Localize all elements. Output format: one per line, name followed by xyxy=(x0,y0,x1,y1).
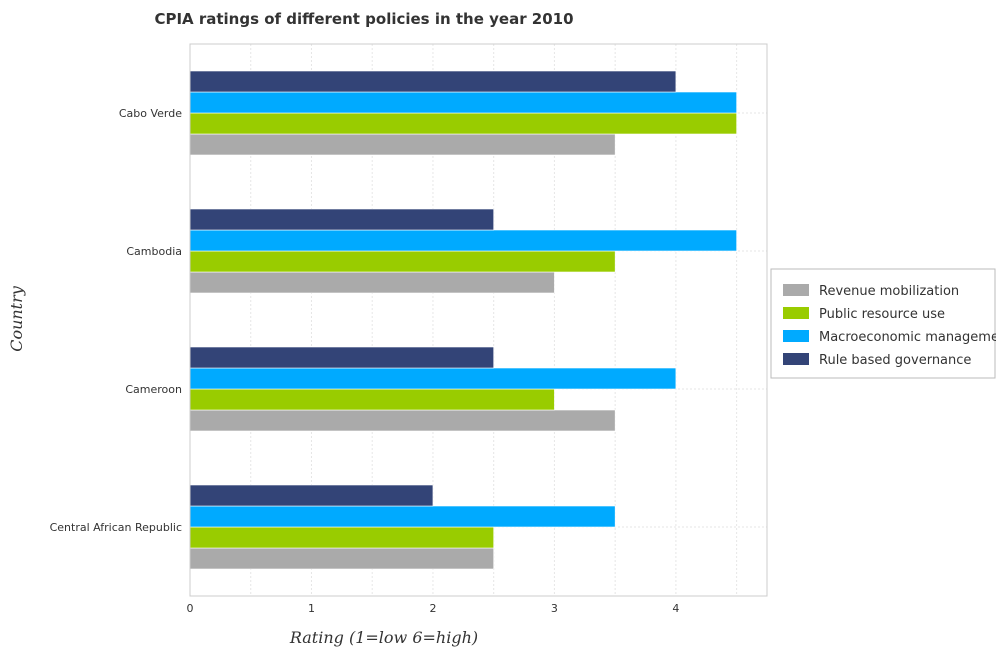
chart-title: CPIA ratings of different policies in th… xyxy=(154,10,573,28)
y-tick-label: Cameroon xyxy=(125,383,182,396)
bar-rule-based-governance xyxy=(189,70,677,93)
legend-label: Rule based governance xyxy=(819,353,971,368)
x-tick-label: 4 xyxy=(672,602,679,615)
legend: Revenue mobilization Public resource use M… xyxy=(770,268,996,379)
y-axis-label: Country xyxy=(7,285,26,352)
legend-swatch xyxy=(783,330,809,342)
bar-public-resource-use xyxy=(189,112,737,135)
bar-public-resource-use xyxy=(189,388,555,411)
bar-macroeconomic-management xyxy=(189,367,677,390)
bar-public-resource-use xyxy=(189,526,494,549)
bar-macroeconomic-management xyxy=(189,229,737,252)
bar-macroeconomic-management xyxy=(189,91,737,114)
x-tick-label: 0 xyxy=(187,602,194,615)
bar-rule-based-governance xyxy=(189,484,434,507)
x-axis-label: Rating (1=low 6=high) xyxy=(289,628,478,647)
legend-swatch xyxy=(783,284,809,296)
bar-revenue-mobilization xyxy=(189,271,555,294)
y-tick-label: Cabo Verde xyxy=(119,107,182,120)
legend-label: Macroeconomic management xyxy=(819,330,996,345)
bar-revenue-mobilization xyxy=(189,409,616,432)
bar-revenue-mobilization xyxy=(189,133,616,156)
legend-label: Public resource use xyxy=(819,307,945,322)
plot-area: Cabo Verde Cambodia Cameroon Central Africa… xyxy=(50,43,768,615)
x-tick-label: 1 xyxy=(308,602,315,615)
x-tick-label: 2 xyxy=(429,602,436,615)
bar-macroeconomic-management xyxy=(189,505,616,528)
bar-revenue-mobilization xyxy=(189,547,494,570)
legend-swatch xyxy=(783,307,809,319)
y-tick-label: Cambodia xyxy=(126,245,182,258)
bar-rule-based-governance xyxy=(189,208,494,231)
legend-swatch xyxy=(783,353,809,365)
bar-rule-based-governance xyxy=(189,346,494,369)
y-tick-label: Central African Republic xyxy=(50,521,182,534)
bar-public-resource-use xyxy=(189,250,616,273)
plot-frame xyxy=(189,43,768,597)
legend-label: Revenue mobilization xyxy=(819,284,959,299)
x-tick-label: 3 xyxy=(551,602,558,615)
